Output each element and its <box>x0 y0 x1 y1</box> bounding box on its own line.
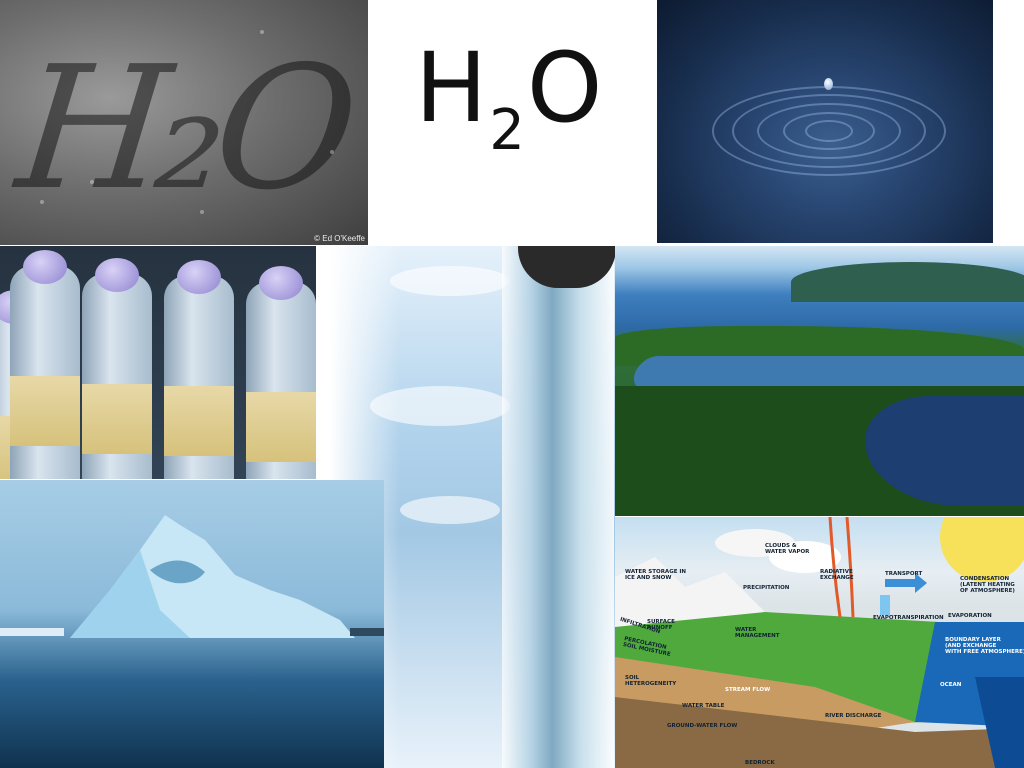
label-ocean: OCEAN <box>940 682 962 688</box>
label-precipitation: PRECIPITATION <box>743 585 790 591</box>
label-stream-flow: STREAM FLOW <box>725 687 771 693</box>
label-river-discharge: RIVER DISCHARGE <box>825 713 882 719</box>
label-water-table: WATER TABLE <box>682 703 725 709</box>
label-boundary-layer: BOUNDARY LAYER (AND EXCHANGE WITH FREE A… <box>945 637 1024 656</box>
waterfall-stream <box>502 246 614 768</box>
label-transport: TRANSPORT <box>885 571 923 577</box>
label-evapotranspiration: EVAPOTRANSPIRATION <box>873 615 944 621</box>
iceberg-photo <box>0 480 384 768</box>
label-water-storage: WATER STORAGE IN ICE AND SNOW <box>625 569 687 582</box>
wetland-aerial-photo <box>615 246 1024 516</box>
river-shape <box>628 356 1024 390</box>
label-soil-heterogeneity: SOIL HETEROGENEITY <box>625 675 677 688</box>
label-water-management: WATER MANAGEMENT <box>735 627 780 640</box>
label-clouds: CLOUDS & WATER VAPOR <box>765 543 810 556</box>
title-subscript: 2 <box>489 98 525 163</box>
water-bottles-photo <box>0 246 316 479</box>
water-drop-photo <box>657 0 993 243</box>
foggy-window-photo: H₂O © Ed O'Keeffe <box>0 0 368 245</box>
title-h: H <box>415 32 488 144</box>
photo-credit: © Ed O'Keeffe <box>314 234 365 243</box>
label-radiative-exchange: RADIATIVE EXCHANGE <box>820 569 854 582</box>
title-o: O <box>526 32 603 144</box>
label-bedrock: BEDROCK <box>745 760 775 766</box>
label-evaporation: EVAPORATION <box>948 613 992 619</box>
label-condensation: CONDENSATION (LATENT HEATING OF ATMOSPHE… <box>960 576 1015 595</box>
label-groundwater-flow: GROUND-WATER FLOW <box>667 723 738 729</box>
label-surface-runoff: SURFACE RUNOFF <box>647 619 675 632</box>
water-cycle-diagram: CLOUDS & WATER VAPOR WATER STORAGE IN IC… <box>615 517 1024 768</box>
page-title: H2O <box>415 40 635 180</box>
iceberg-drawing <box>0 515 384 638</box>
water-cycle-graphic <box>615 517 1024 768</box>
water-droplet-shape <box>824 78 833 90</box>
finger-writing-drawing: H₂O <box>9 30 357 228</box>
